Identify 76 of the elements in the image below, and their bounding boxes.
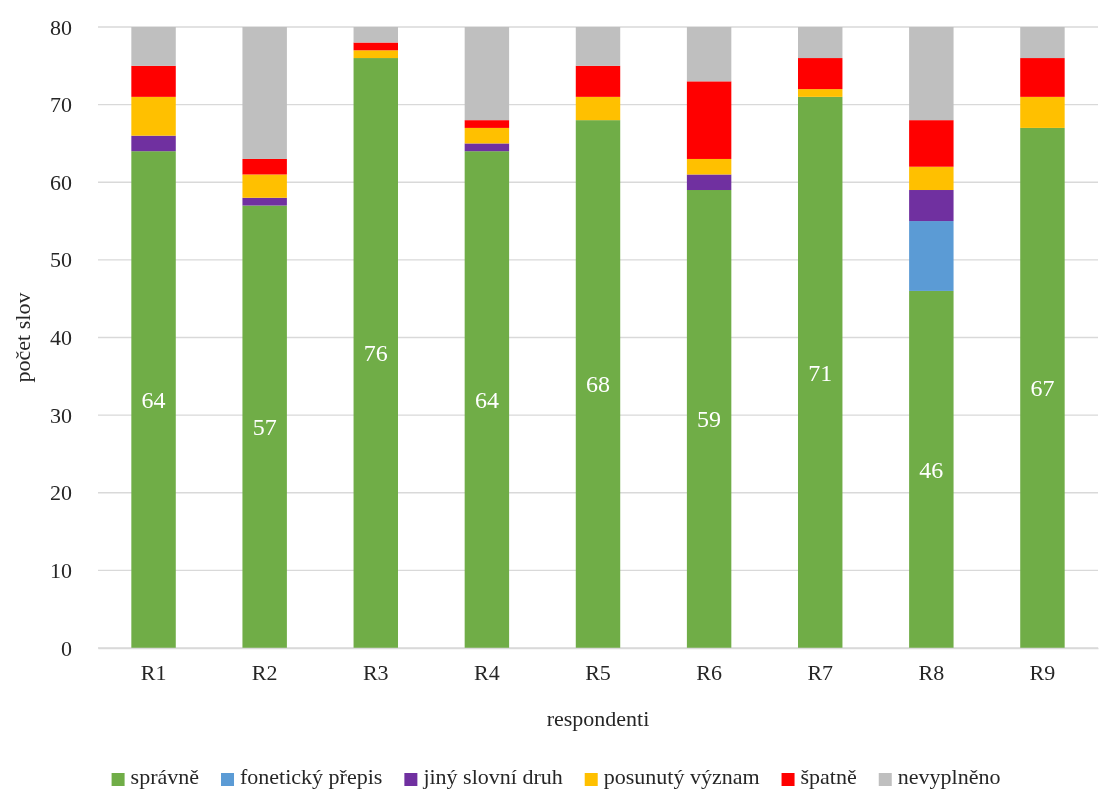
bar [464,27,510,121]
bar [798,96,843,648]
x-tick-label: R9 [1029,659,1056,685]
bar [686,27,732,82]
bar [242,158,287,175]
bar [575,96,621,121]
bar [909,27,954,121]
bar [686,81,732,159]
bar [353,50,398,59]
legend-label: špatně [800,764,857,789]
x-tick-label: R2 [251,659,278,685]
data-label: 67 [1030,375,1055,402]
bar [353,27,398,43]
bar [1020,27,1065,59]
bar [242,27,287,159]
y-tick-label: 50 [50,247,72,273]
bar [242,197,287,206]
y-tick-label: 10 [50,557,72,583]
bar [353,58,398,648]
bar [131,151,176,648]
data-label: 46 [919,456,944,483]
bar [798,58,843,90]
bar [798,89,843,97]
y-tick-label: 80 [50,14,72,40]
bar [686,190,732,648]
bar [1020,58,1065,97]
x-tick-label: R5 [585,659,611,685]
bar [909,221,954,291]
y-tick-label: 0 [61,635,72,661]
bar [131,135,176,152]
bar [464,151,510,648]
bar [1020,96,1065,128]
bar [242,205,287,648]
legend-label: nevyplněno [897,764,1001,789]
data-label: 71 [808,359,833,386]
x-tick-label: R3 [362,659,389,685]
data-label: 59 [697,406,722,433]
bar [575,27,621,66]
bar [686,174,732,191]
bar [242,174,287,198]
bar [909,120,954,167]
y-tick-label: 70 [50,92,72,118]
x-tick-label: R6 [696,659,722,685]
x-axis-title: respondenti [546,706,650,731]
y-axis-title: počet slov [10,292,35,383]
bar [575,120,621,648]
x-tick-label: R8 [918,659,945,685]
legend-label: posunutý význam [603,764,760,789]
bar [909,190,954,222]
y-tick-label: 40 [50,325,72,351]
y-tick-label: 60 [50,169,72,195]
legend-label: správně [130,764,200,789]
legend-label: fonetický přepis [240,764,383,789]
bar [909,290,954,648]
bar [464,127,510,144]
bar [464,143,510,152]
bar [686,158,732,175]
x-tick-label: R4 [474,659,500,685]
y-tick-label: 20 [50,480,72,506]
bar [131,27,176,66]
bar [798,27,843,59]
legend-label: jiný slovní druh [422,764,563,789]
data-label: 64 [141,387,166,413]
bar [909,166,954,191]
bar [1020,127,1065,648]
bar [464,120,510,128]
bar [131,96,176,136]
data-label: 57 [252,414,277,441]
x-tick-label: R7 [807,659,834,685]
data-label: 68 [586,371,610,398]
data-label: 76 [363,340,388,367]
y-tick-label: 30 [50,402,72,428]
bar [575,65,621,97]
bar [131,65,176,97]
x-tick-label: R1 [140,659,167,685]
data-label: 64 [474,387,499,413]
